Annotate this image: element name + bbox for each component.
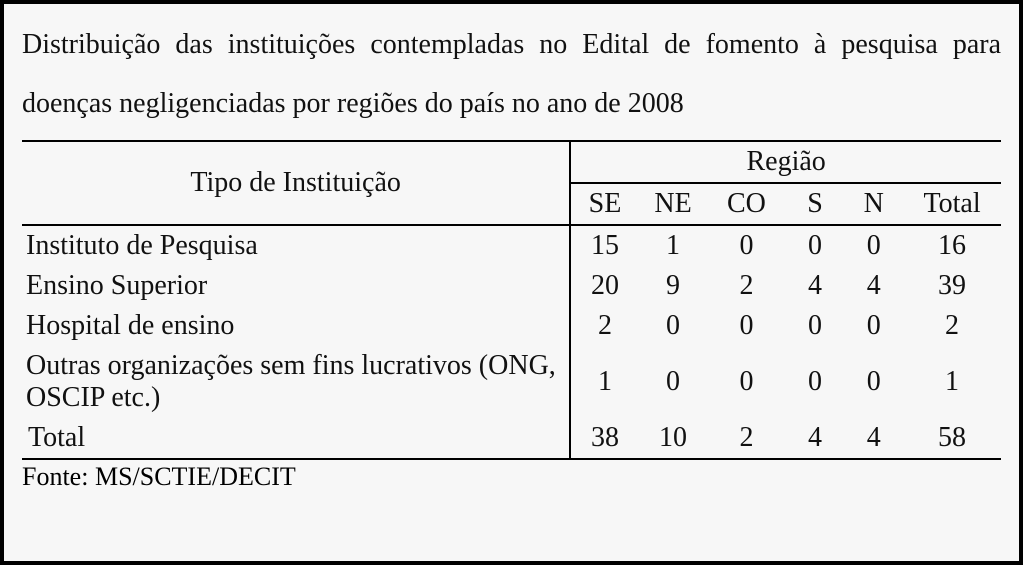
table-row: Hospital de ensino 2 0 0 0 0 2 xyxy=(22,306,1001,346)
total-cell: 4 xyxy=(786,418,845,459)
total-cell: 58 xyxy=(903,418,1001,459)
col-header: SE xyxy=(570,183,639,225)
cell: 0 xyxy=(844,306,903,346)
table-row: Ensino Superior 20 9 2 4 4 39 xyxy=(22,266,1001,306)
cell: 2 xyxy=(570,306,639,346)
cell: 15 xyxy=(570,225,639,266)
cell: 0 xyxy=(639,346,708,418)
cell: 4 xyxy=(844,266,903,306)
cell: 0 xyxy=(707,346,785,418)
table-row: Outras organizações sem fins lucrativos … xyxy=(22,346,1001,418)
table-title: Distribuição das instituições contemplad… xyxy=(22,16,1001,134)
cell: 1 xyxy=(570,346,639,418)
total-cell: 38 xyxy=(570,418,639,459)
cell: 0 xyxy=(639,306,708,346)
row-label: Instituto de Pesquisa xyxy=(22,225,570,266)
row-label: Ensino Superior xyxy=(22,266,570,306)
cell: 1 xyxy=(639,225,708,266)
total-cell: 4 xyxy=(844,418,903,459)
total-label: Total xyxy=(22,418,570,459)
region-group-header: Região xyxy=(570,141,1001,183)
table-total-row: Total 38 10 2 4 4 58 xyxy=(22,418,1001,459)
cell: 0 xyxy=(707,306,785,346)
row-label: Hospital de ensino xyxy=(22,306,570,346)
col-header: Total xyxy=(903,183,1001,225)
cell: 0 xyxy=(707,225,785,266)
source-label: Fonte: MS/SCTIE/DECIT xyxy=(22,460,1001,492)
cell: 16 xyxy=(903,225,1001,266)
row-header-label: Tipo de Instituição xyxy=(22,141,570,225)
cell: 0 xyxy=(786,225,845,266)
cell: 4 xyxy=(786,266,845,306)
cell: 0 xyxy=(844,346,903,418)
cell: 9 xyxy=(639,266,708,306)
total-cell: 2 xyxy=(707,418,785,459)
cell: 0 xyxy=(786,306,845,346)
header-row-group: Tipo de Instituição Região xyxy=(22,141,1001,183)
cell: 2 xyxy=(707,266,785,306)
col-header: S xyxy=(786,183,845,225)
cell: 0 xyxy=(786,346,845,418)
cell: 20 xyxy=(570,266,639,306)
cell: 1 xyxy=(903,346,1001,418)
row-label: Outras organizações sem fins lucrativos … xyxy=(22,346,570,418)
total-cell: 10 xyxy=(639,418,708,459)
table-row: Instituto de Pesquisa 15 1 0 0 0 16 xyxy=(22,225,1001,266)
cell: 39 xyxy=(903,266,1001,306)
col-header: N xyxy=(844,183,903,225)
col-header: NE xyxy=(639,183,708,225)
col-header: CO xyxy=(707,183,785,225)
distribution-table: Tipo de Instituição Região SE NE CO S N … xyxy=(22,140,1001,460)
cell: 2 xyxy=(903,306,1001,346)
table-card: Distribuição das instituições contemplad… xyxy=(0,0,1023,565)
cell: 0 xyxy=(844,225,903,266)
